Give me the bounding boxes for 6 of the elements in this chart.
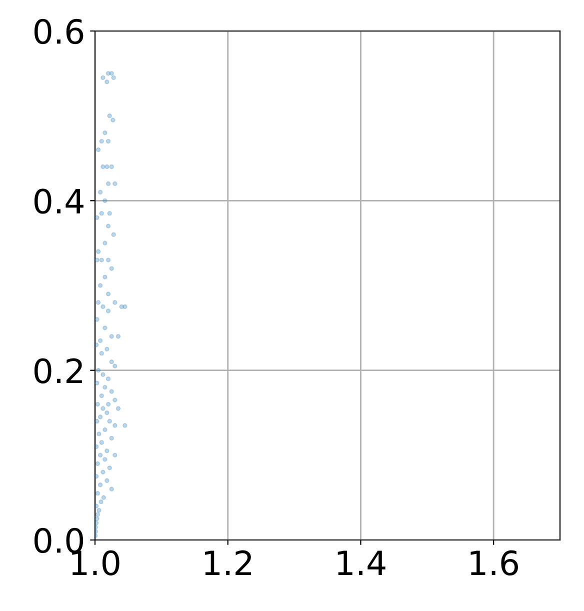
x-tick-label: 1.2 bbox=[205, 550, 252, 576]
x-tick-label: 1.4 bbox=[338, 550, 386, 576]
y-tick-label: 0.2 bbox=[34, 358, 82, 384]
y-tick-label: 0.4 bbox=[34, 188, 84, 214]
x-tick-label: 1.6 bbox=[470, 550, 518, 576]
y-tick-label: 0.6 bbox=[34, 18, 84, 44]
